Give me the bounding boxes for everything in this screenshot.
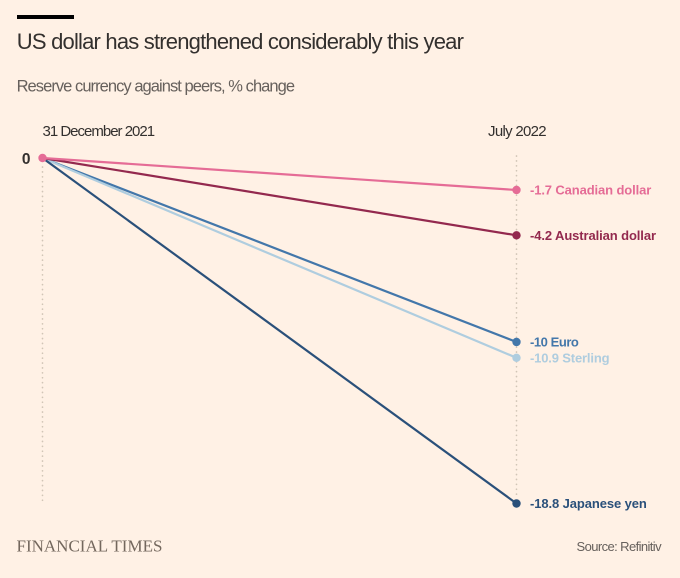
svg-text:-1.7 Canadian dollar: -1.7 Canadian dollar [530,183,651,198]
svg-text:FINANCIAL TIMES: FINANCIAL TIMES [17,537,163,556]
svg-text:31 December 2021: 31 December 2021 [43,123,155,140]
svg-text:-4.2 Australian dollar: -4.2 Australian dollar [530,228,656,243]
svg-text:-10 Euro: -10 Euro [530,335,579,350]
svg-text:July 2022: July 2022 [488,123,546,140]
svg-text:Source: Refinitiv: Source: Refinitiv [577,539,663,554]
svg-text:US dollar has strengthened con: US dollar has strengthened considerably … [17,29,464,54]
svg-text:-18.8 Japanese yen: -18.8 Japanese yen [530,496,647,511]
svg-text:-10.9 Sterling: -10.9 Sterling [530,351,610,366]
svg-text:0: 0 [22,151,31,168]
svg-text:Reserve currency against peers: Reserve currency against peers, % change [17,78,295,96]
